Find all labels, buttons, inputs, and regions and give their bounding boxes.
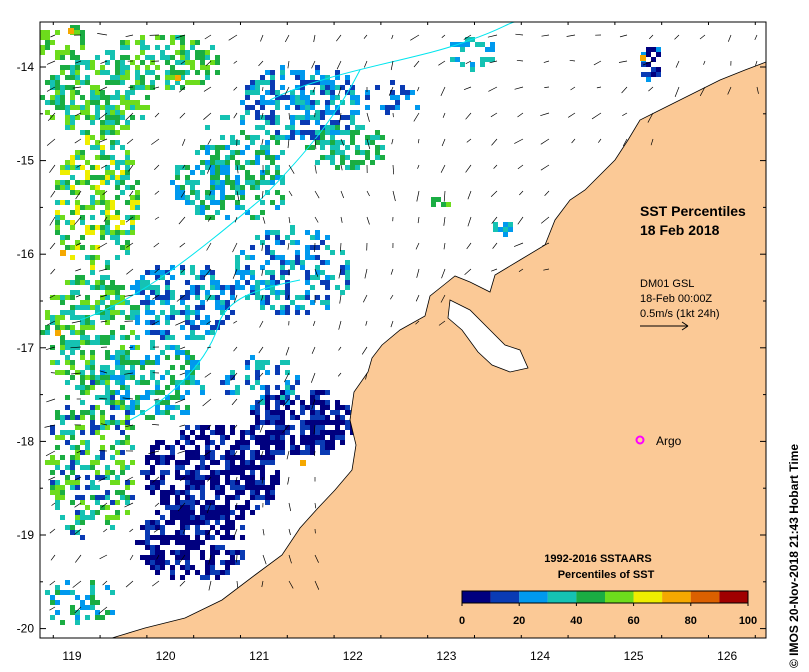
legend-swatch: [605, 591, 634, 603]
legend-tick-label: 0: [459, 615, 465, 627]
latitude-tick-label: -17: [17, 341, 35, 355]
legend-tick-labels: 0 20 40 60 80 100: [459, 603, 757, 627]
argo-float-marker: [635, 435, 645, 445]
legend-tick-label: 40: [570, 615, 582, 627]
legend-subtitle: Percentiles of SST: [558, 569, 655, 581]
bay-inlet: [447, 299, 529, 373]
legend-swatch: [662, 591, 691, 603]
legend-swatch: [462, 591, 491, 603]
legend-title: 1992-2016 SSTAARS: [544, 553, 651, 565]
legend-color-bar: [461, 590, 749, 604]
longitude-tick-label: 121: [249, 649, 269, 663]
sst-pixel-layer: [40, 25, 661, 625]
argo-label: Argo: [656, 434, 682, 448]
latitude-tick-label: -18: [17, 434, 35, 448]
longitude-tick-label: 122: [343, 649, 363, 663]
longitude-tick-label: 123: [436, 649, 456, 663]
latitude-tick-label: -15: [17, 154, 35, 168]
latitude-tick-label: -16: [17, 247, 35, 261]
current-note-model: DM01 GSL: [640, 278, 694, 290]
legend-tick-label: 80: [685, 615, 697, 627]
current-note-scale: 0.5m/s (1kt 24h): [640, 308, 719, 320]
longitude-tick-label: 125: [624, 649, 644, 663]
legend-swatch: [690, 591, 720, 603]
longitude-axis: 119 120 121 122 123 124 125 126: [62, 649, 737, 663]
land-mass: [111, 22, 766, 638]
current-note-time: 18-Feb 00:00Z: [640, 293, 712, 305]
depth-contours: [79, 22, 516, 421]
legend-swatch: [576, 591, 605, 603]
legend-swatch: [547, 591, 577, 603]
frame-ticks: [40, 22, 766, 638]
latitude-tick-label: -19: [17, 528, 35, 542]
legend-swatch: [633, 591, 663, 603]
plot-frame: [39, 21, 767, 639]
longitude-tick-label: 124: [530, 649, 550, 663]
longitude-tick-label: 119: [62, 649, 81, 663]
latitude-tick-label: -14: [17, 60, 35, 74]
current-scale-arrow: [640, 321, 689, 331]
legend-swatch: [519, 591, 548, 603]
latitude-axis: -14 -15 -16 -17 -18 -19 -20: [17, 60, 35, 636]
legend-tick-label: 100: [739, 615, 757, 627]
legend-tick-label: 60: [627, 615, 639, 627]
latitude-tick-label: -20: [17, 622, 35, 636]
current-vectors: [44, 33, 759, 614]
legend-swatch: [719, 591, 748, 603]
map-date: 18 Feb 2018: [640, 222, 720, 238]
imos-credit: © IMOS 20-Nov-2018 21:43 Hobart Time: [787, 444, 801, 668]
legend-tick-label: 20: [513, 615, 525, 627]
longitude-tick-label: 126: [717, 649, 737, 663]
longitude-tick-label: 120: [156, 649, 176, 663]
legend-swatch: [490, 591, 520, 603]
map-title: SST Percentiles: [640, 203, 746, 219]
